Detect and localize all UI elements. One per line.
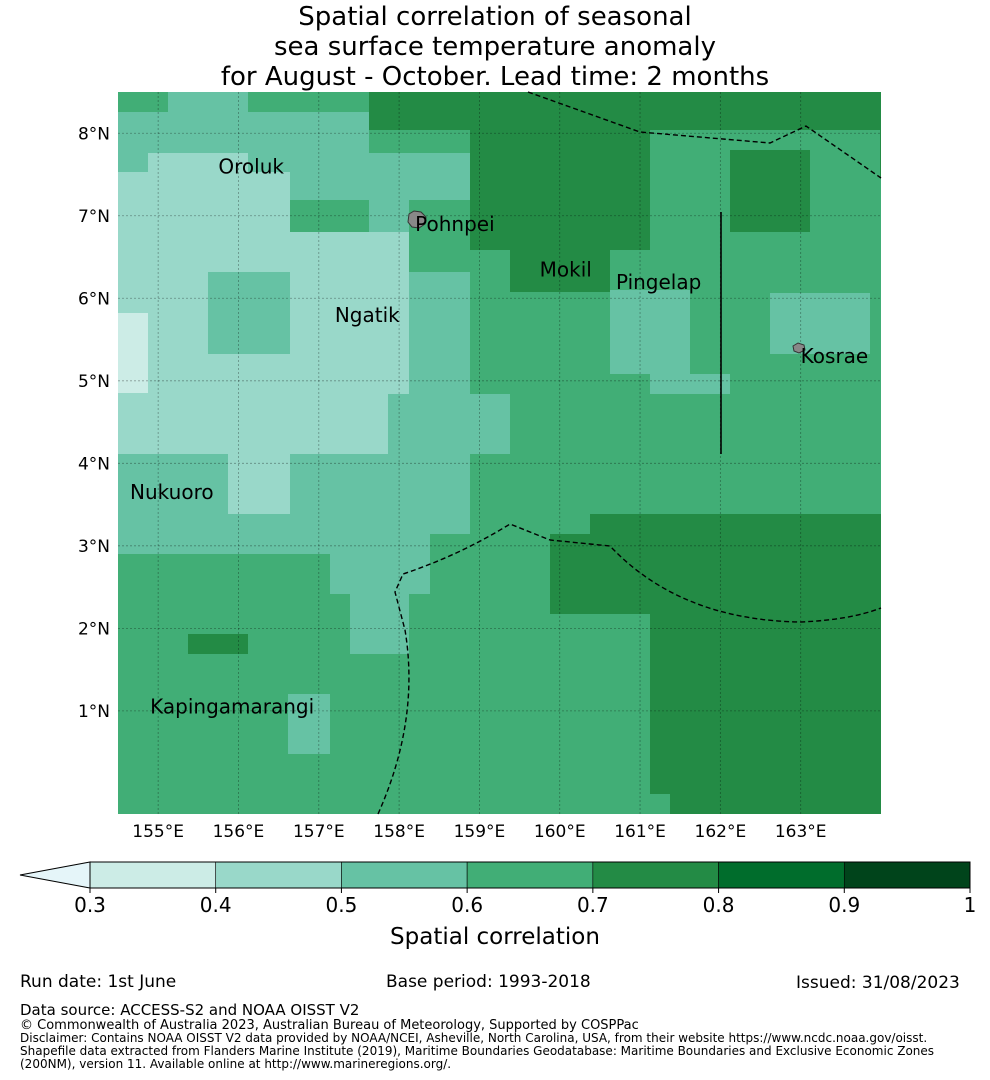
correlation-cell — [118, 454, 470, 534]
correlation-cell — [369, 153, 409, 232]
islands — [407, 210, 806, 354]
copyright: © Commonwealth of Australia 2023, Austra… — [20, 1018, 639, 1033]
run-date: Run date: 1st June — [20, 972, 177, 992]
kosrae-island-icon — [792, 342, 806, 354]
title-line-3: for August - October. Lead time: 2 month… — [220, 62, 770, 92]
correlation-cell — [770, 293, 870, 354]
title-line-1: Spatial correlation of seasonal — [298, 2, 692, 32]
colorbar-bin — [718, 861, 845, 889]
disclaimer-line-3: (200NM), version 11. Available online at… — [20, 1057, 452, 1071]
x-tick-label: 155°E — [132, 822, 184, 842]
correlation-cell — [168, 92, 248, 112]
map-title: Spatial correlation of seasonal sea surf… — [0, 2, 990, 92]
correlation-cell — [288, 694, 330, 754]
correlation-cells — [118, 92, 881, 814]
y-axis-ticks: 8°N 7°N 6°N 5°N 4°N 3°N 2°N 1°N — [78, 124, 110, 722]
correlation-cell — [388, 394, 510, 454]
correlation-cell — [650, 374, 730, 394]
correlation-cell — [330, 534, 430, 594]
correlation-cell — [650, 794, 670, 814]
correlation-cell — [228, 333, 290, 354]
data-source: Data source: ACCESS-S2 and NOAA OISST V2 — [20, 1001, 360, 1019]
x-tick-label: 161°E — [614, 822, 666, 842]
eez-boundary-north — [527, 91, 882, 179]
colorbar: 0.3 0.4 0.5 0.6 0.7 0.8 0.9 1 Spatial correlati… — [19, 861, 976, 950]
place-label: Kapingamarangi — [150, 695, 314, 719]
y-tick-label: 2°N — [78, 619, 110, 639]
map-area: Oroluk Pohnpei Mokil Pingelap Ngatik Kosrae Nu… — [118, 91, 882, 815]
correlation-cell — [118, 313, 148, 393]
colorbar-bin — [89, 861, 217, 889]
correlation-cell — [369, 92, 881, 130]
place-label: Kosrae — [801, 344, 869, 368]
colorbar-bin — [215, 861, 342, 889]
colorbar-bin — [341, 861, 468, 889]
x-tick-label: 159°E — [454, 822, 506, 842]
y-tick-label: 5°N — [78, 372, 110, 392]
x-tick-label: 160°E — [534, 822, 586, 842]
correlation-cell — [550, 534, 881, 614]
place-label: Ngatik — [335, 303, 400, 327]
correlation-cell — [188, 634, 248, 654]
y-tick-label: 4°N — [78, 454, 110, 474]
base-period: Base period: 1993-2018 — [386, 972, 591, 992]
place-label: Pohnpei — [415, 212, 495, 236]
x-tick-label: 156°E — [213, 822, 265, 842]
colorbar-ticks: 0.3 0.4 0.5 0.6 0.7 0.8 0.9 1 — [74, 888, 976, 917]
eez-boundary-south — [377, 523, 882, 815]
x-tick-label: 162°E — [695, 822, 747, 842]
issued-date: Issued: 31/08/2023 — [796, 973, 960, 993]
correlation-cell — [590, 514, 881, 534]
x-tick-label: 158°E — [373, 822, 425, 842]
colorbar-extend-arrow — [19, 861, 91, 889]
colorbar-bin — [843, 861, 971, 889]
colorbar-bin — [466, 861, 594, 889]
disclaimer-line-2: Shapefile data extracted from Flanders M… — [20, 1044, 935, 1058]
correlation-cell — [690, 654, 881, 814]
colorbar-tick-label: 0.5 — [326, 893, 358, 917]
colorbar-tick-label: 0.9 — [828, 893, 860, 917]
colorbar-tick-label: 0.8 — [703, 893, 735, 917]
correlation-cell — [730, 150, 810, 232]
place-label: Oroluk — [218, 154, 284, 178]
x-tick-label: 163°E — [775, 822, 827, 842]
colorbar-bin — [592, 861, 719, 889]
correlation-cell — [610, 290, 690, 374]
y-tick-label: 7°N — [78, 207, 110, 227]
colorbar-tick-label: 0.3 — [74, 893, 106, 917]
colorbar-tick-label: 1 — [964, 893, 977, 917]
correlation-cell — [118, 534, 330, 554]
correlation-cell — [350, 594, 409, 654]
correlation-cell — [118, 112, 369, 153]
colorbar-tick-label: 0.4 — [200, 893, 232, 917]
pohnpei-island-icon — [407, 210, 427, 229]
correlation-cell — [228, 454, 290, 514]
y-tick-label: 3°N — [78, 537, 110, 557]
disclaimer-line-1: Disclaimer: Contains NOAA OISST V2 data … — [20, 1031, 928, 1045]
y-tick-label: 1°N — [78, 702, 110, 722]
eez-boundaries — [377, 91, 882, 815]
correlation-cell — [118, 172, 290, 232]
place-label: Pingelap — [616, 270, 701, 294]
correlation-cell — [880, 92, 881, 178]
x-tick-label: 157°E — [293, 822, 345, 842]
correlation-cell — [409, 272, 470, 394]
correlation-cell — [510, 212, 610, 292]
colorbar-label: Spatial correlation — [390, 924, 600, 950]
colorbar-bins — [89, 861, 971, 889]
y-tick-label: 8°N — [78, 124, 110, 144]
y-tick-label: 6°N — [78, 289, 110, 309]
colorbar-tick-label: 0.6 — [451, 893, 483, 917]
place-labels: Oroluk Pohnpei Mokil Pingelap Ngatik Kosrae Nu… — [130, 154, 868, 718]
place-label: Mokil — [540, 257, 592, 281]
x-axis-ticks: 155°E 156°E 157°E 158°E 159°E 160°E 161°E 162°E… — [132, 822, 826, 842]
correlation-cell — [118, 454, 148, 534]
colorbar-tick-label: 0.7 — [577, 893, 609, 917]
graticule — [118, 92, 881, 814]
place-label: Nukuoro — [130, 480, 214, 504]
title-line-2: sea surface temperature anomaly — [274, 32, 716, 62]
